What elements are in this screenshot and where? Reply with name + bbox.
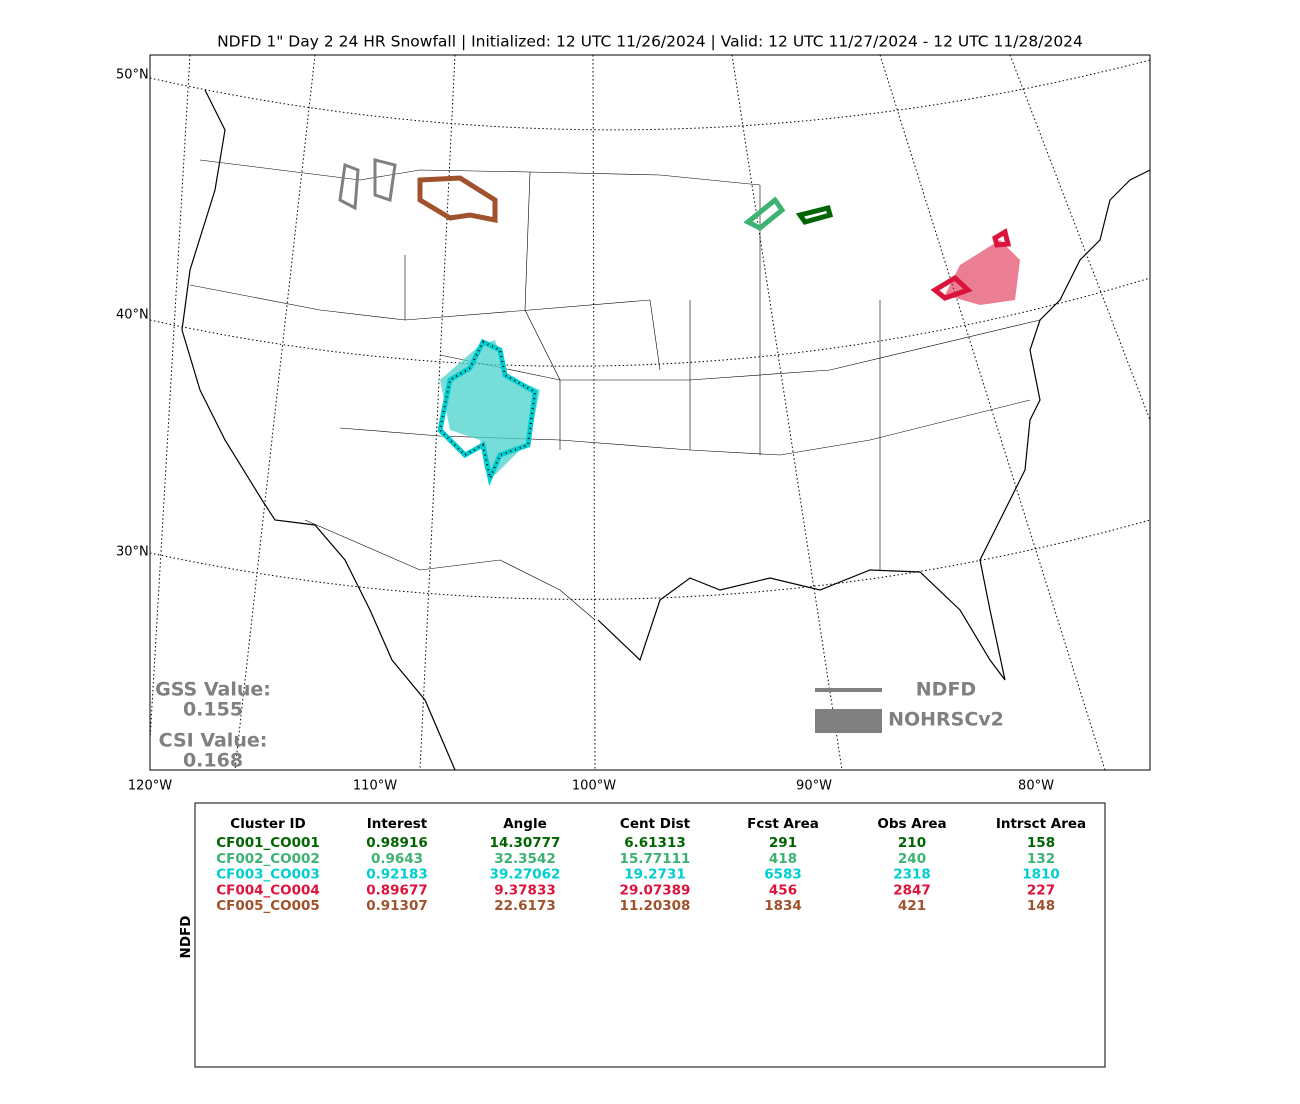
- table-header: Intrsct Area: [996, 816, 1086, 832]
- table-cell: 227: [1027, 882, 1055, 898]
- title: NDFD 1" Day 2 24 HR Snowfall | Initializ…: [217, 33, 1083, 51]
- lon-label: 110°W: [353, 779, 397, 794]
- table-cell: CF003_CO003: [216, 867, 320, 883]
- table-header: Angle: [503, 816, 547, 832]
- table-header: Cluster ID: [230, 816, 305, 832]
- table-cell: 32.3542: [494, 851, 556, 867]
- table-cell: 0.92183: [366, 867, 428, 883]
- legend-label: NDFD: [916, 679, 976, 701]
- table-cell: 2847: [893, 882, 931, 898]
- legend-label: NOHRSCv2: [888, 709, 1004, 731]
- lon-label: 120°W: [128, 779, 172, 794]
- table-cell: 1810: [1022, 867, 1060, 883]
- lon-label: 100°W: [572, 779, 616, 794]
- table-cell: 15.77111: [620, 851, 691, 867]
- table-cell: 1834: [764, 898, 802, 914]
- lat-label: 50°N: [116, 68, 149, 83]
- table-cell: 148: [1027, 898, 1055, 914]
- table-cell: 2318: [893, 867, 931, 883]
- table-cell: 0.98916: [366, 835, 428, 851]
- table-frame: [194, 802, 1106, 1068]
- map: 50°N 40°N 30°N 120°W 110°W 100°W 90°W 80…: [116, 54, 1151, 794]
- table-cell: 39.27062: [490, 867, 561, 883]
- table-cell: CF005_CO005: [216, 898, 320, 914]
- table-header: Obs Area: [877, 816, 946, 832]
- table-cell: 22.6173: [494, 898, 556, 914]
- fcst-object: [437, 338, 538, 487]
- table-cell: 158: [1027, 835, 1055, 851]
- table-cell: 0.89677: [366, 882, 428, 898]
- table-cell: 6583: [764, 867, 802, 883]
- side-label: NDFD: [178, 916, 194, 959]
- table-cell: 29.07389: [620, 882, 691, 898]
- fcst-object: [795, 204, 834, 225]
- coastline: [181, 89, 1151, 771]
- map-frame: [149, 54, 1151, 771]
- gss-label: GSS Value:: [155, 679, 271, 701]
- stats-table: NDFD Cluster ID Interest Angle Cent Dist Fcs…: [178, 802, 1106, 1068]
- fcst-object: [930, 228, 1012, 301]
- lat-label: 40°N: [116, 308, 149, 323]
- table-cell: 210: [898, 835, 926, 851]
- borders: [189, 159, 1041, 621]
- fcst-object: [417, 175, 498, 224]
- table-cell: CF002_CO002: [216, 851, 320, 867]
- table-header: Interest: [367, 816, 428, 832]
- table-cell: 456: [769, 882, 797, 898]
- table-cell: CF004_CO004: [216, 882, 320, 898]
- csi-value: 0.168: [183, 750, 243, 772]
- table-header: Cent Dist: [620, 816, 691, 832]
- table-cell: 418: [769, 851, 797, 867]
- gss-value: 0.155: [183, 699, 243, 721]
- table-cell: 240: [898, 851, 926, 867]
- lat-label: 30°N: [116, 545, 149, 560]
- table-cell: 0.9643: [371, 851, 423, 867]
- table-cell: 11.20308: [620, 898, 691, 914]
- fcst-object: [338, 158, 397, 211]
- table-header: Fcst Area: [747, 816, 819, 832]
- csi-label: CSI Value:: [159, 730, 268, 752]
- table-cell: 421: [898, 898, 926, 914]
- table-cell: 291: [769, 835, 797, 851]
- table-cell: 19.2731: [624, 867, 686, 883]
- table-cell: 0.91307: [366, 898, 428, 914]
- table-cell: 6.61313: [624, 835, 686, 851]
- table-cell: 14.30777: [490, 835, 561, 851]
- lon-label: 80°W: [1018, 779, 1054, 794]
- fcst-object: [743, 196, 786, 231]
- lon-label: 90°W: [796, 779, 832, 794]
- table-cell: 9.37833: [494, 882, 556, 898]
- table-cell: CF001_CO001: [216, 835, 320, 851]
- legend-patch: [815, 709, 882, 733]
- table-cell: 132: [1027, 851, 1055, 867]
